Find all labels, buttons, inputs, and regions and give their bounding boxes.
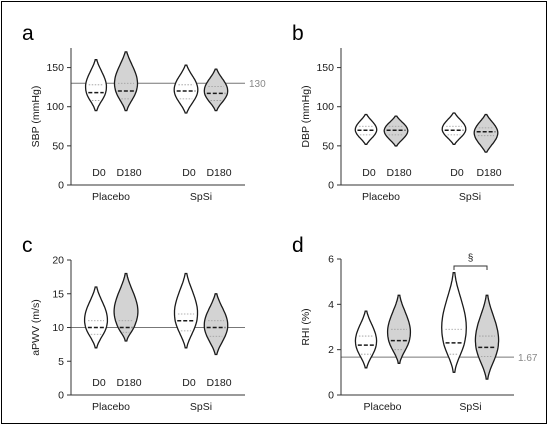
significance-mark: §: [468, 253, 474, 264]
violin: [83, 286, 109, 349]
reference-label: 130: [249, 79, 266, 90]
y-tick-label: 0: [328, 390, 334, 402]
timepoint-label: D180: [116, 377, 141, 389]
violin: [473, 113, 499, 153]
violin: [203, 68, 229, 112]
y-axis-label: SBP (mmHg): [30, 86, 42, 148]
violin: [354, 310, 378, 369]
violin: [173, 272, 199, 349]
y-tick-label: 2: [328, 344, 334, 356]
y-tick-label: 0: [328, 180, 334, 192]
significance-bracket: [453, 265, 488, 270]
y-tick-label: 4: [328, 299, 334, 311]
timepoint-label: D0: [92, 167, 106, 179]
group-label: SpSi: [190, 401, 212, 413]
violin: [113, 51, 139, 112]
timepoint-label: D180: [386, 167, 411, 179]
violin: [441, 271, 467, 373]
y-tick-label: 150: [46, 62, 64, 74]
group-label: Placebo: [92, 401, 130, 413]
timepoint-label: D0: [182, 167, 196, 179]
panel-letter: c: [22, 234, 33, 257]
panel-c: c 0 5 10 15 20 aPWV (m/s) D0 D180 D0 D180 Placebo Sp…: [22, 234, 245, 413]
y-axis-label: RHI (%): [300, 308, 312, 345]
y-tick-label: 50: [52, 140, 64, 152]
y-tick-label: 10: [52, 322, 64, 334]
violin: [173, 64, 199, 114]
timepoint-label: D180: [206, 167, 231, 179]
y-axis-label: DBP (mmHg): [300, 85, 312, 147]
y-tick-label: 100: [316, 101, 334, 113]
violin: [383, 115, 409, 147]
y-tick-label: 0: [58, 180, 64, 192]
group-label: Placebo: [364, 401, 402, 413]
timepoint-label: D0: [362, 167, 376, 179]
group-label: Placebo: [92, 191, 130, 203]
y-tick-label: 0: [58, 390, 64, 402]
y-tick-label: 150: [316, 62, 334, 74]
violin: [474, 294, 500, 380]
y-tick-label: 50: [322, 140, 334, 152]
violin: [113, 272, 139, 342]
panel-d: d 1.67 0 2 4 6 RHI (%) Placebo SpSi §: [292, 234, 538, 413]
y-tick-label: 100: [46, 101, 64, 113]
timepoint-label: D180: [476, 167, 501, 179]
panel-b: b 0 50 100 150 DBP (mmHg) D0 D180 D0 D180 Placebo S…: [292, 22, 514, 203]
timepoint-label: D180: [116, 167, 141, 179]
reference-label: 1.67: [518, 353, 538, 364]
y-tick-label: 20: [52, 255, 64, 267]
violin: [354, 113, 378, 145]
timepoint-label: D0: [92, 377, 106, 389]
panel-letter: d: [292, 234, 304, 257]
group-label: SpSi: [190, 191, 212, 203]
y-tick-label: 5: [58, 356, 64, 368]
group-label: SpSi: [459, 191, 481, 203]
timepoint-label: D0: [182, 377, 196, 389]
violin: [203, 293, 229, 356]
panel-letter: a: [22, 22, 34, 45]
y-axis-label: aPWV (m/s): [30, 299, 42, 356]
timepoint-label: D0: [450, 167, 464, 179]
panel-letter: b: [292, 22, 304, 45]
timepoint-label: D180: [206, 377, 231, 389]
violin: [386, 294, 412, 364]
y-tick-label: 6: [328, 254, 334, 266]
y-tick-label: 15: [52, 288, 64, 300]
group-label: SpSi: [459, 401, 481, 413]
violin: [441, 112, 467, 145]
panel-a: a 130 0 50 100 150 SBP (mmHg) D0 D180 D0 D180 Place…: [22, 22, 266, 203]
group-label: Placebo: [362, 191, 400, 203]
